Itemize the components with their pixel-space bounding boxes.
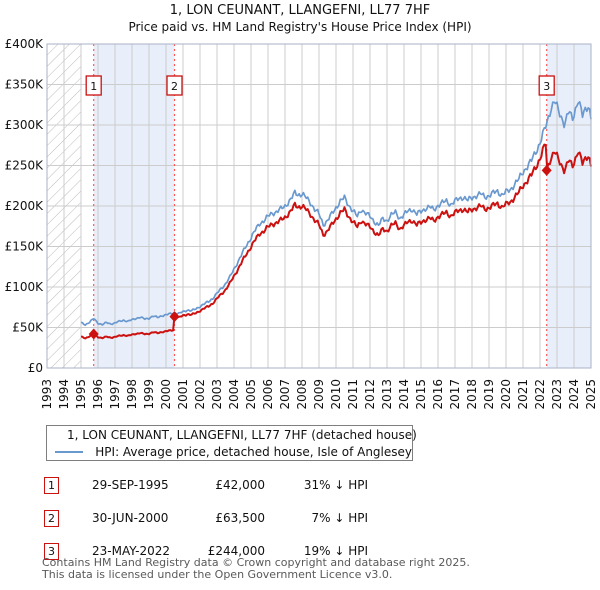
- svg-text:2016: 2016: [431, 379, 445, 410]
- sale-label-3: 3: [543, 80, 550, 93]
- plot-border: [46, 43, 592, 369]
- svg-text:2023: 2023: [550, 379, 564, 410]
- sale-price: £42,000: [215, 478, 265, 492]
- legend-label: HPI: Average price, detached house, Isle…: [95, 444, 412, 459]
- svg-text:2003: 2003: [210, 379, 224, 410]
- sale-point-3: [541, 164, 552, 176]
- sale-price: £244,000: [207, 544, 265, 558]
- sale-date: 23-MAY-2022: [92, 544, 171, 558]
- sale-date: 30-JUN-2000: [92, 511, 169, 525]
- licence-footer: Contains HM Land Registry data © Crown c…: [42, 557, 582, 581]
- svg-text:2005: 2005: [244, 379, 258, 410]
- svg-text:2010: 2010: [329, 379, 343, 410]
- svg-text:2000: 2000: [159, 379, 173, 410]
- sale-label-2: 2: [171, 80, 178, 93]
- sale-label-box-1: [85, 75, 102, 96]
- sale-vs-hpi: 19% ↓ HPI: [303, 544, 368, 558]
- legend-label: 1, LON CEUNANT, LLANGEFNI, LL77 7HF (det…: [67, 427, 417, 442]
- svg-text:2002: 2002: [193, 379, 207, 410]
- chart-legend: 1, LON CEUNANT, LLANGEFNI, LL77 7HF (det…: [46, 425, 417, 461]
- svg-text:2008: 2008: [295, 379, 309, 410]
- sale-number-badge: 1: [44, 477, 59, 494]
- svg-text:2018: 2018: [465, 379, 479, 410]
- svg-text:2012: 2012: [363, 379, 377, 410]
- svg-text:2020: 2020: [499, 379, 513, 410]
- hpi-line-swatch: [55, 450, 84, 453]
- svg-text:2011: 2011: [346, 379, 360, 410]
- footer-line-2: This data is licensed under the Open Gov…: [42, 568, 393, 581]
- sale-table-row: 1 29-SEP-1995 £42,000 31% ↓ HPI: [44, 477, 384, 494]
- svg-text:2017: 2017: [448, 379, 462, 410]
- x-axis-labels: 1993 1994 1995 1996 1997 1998 1999 2000 2001 2002…: [40, 379, 598, 410]
- svg-text:1995: 1995: [74, 379, 88, 410]
- svg-text:2004: 2004: [227, 379, 241, 410]
- sale-table-row: 2 30-JUN-2000 £63,500 7% ↓ HPI: [44, 510, 384, 527]
- sale-number-badge: 3: [44, 543, 59, 560]
- price-line: [80, 143, 592, 340]
- sale-markers: 1 2 3: [85, 75, 555, 340]
- svg-text:£150K: £150K: [5, 240, 45, 254]
- svg-text:2015: 2015: [414, 379, 428, 410]
- svg-text:£0: £0: [28, 361, 43, 375]
- sale-label-box-2: [166, 75, 183, 96]
- svg-text:2014: 2014: [397, 379, 411, 410]
- svg-text:2025: 2025: [584, 379, 598, 410]
- svg-text:2001: 2001: [176, 379, 190, 410]
- svg-text:2009: 2009: [312, 379, 326, 410]
- sale-vs-hpi: 7% ↓ HPI: [311, 511, 368, 525]
- svg-text:£300K: £300K: [5, 118, 45, 132]
- svg-text:1996: 1996: [91, 379, 105, 410]
- sale-point-1: [88, 328, 99, 340]
- svg-text:£400K: £400K: [5, 37, 45, 51]
- svg-text:£100K: £100K: [5, 280, 45, 294]
- svg-text:£350K: £350K: [5, 78, 45, 92]
- y-axis-labels: £0 £50K £100K £150K £200K £250K £300K £350K £400…: [5, 37, 45, 375]
- svg-text:1997: 1997: [108, 379, 122, 410]
- price-history-chart: 1 2 3£0£50K£100K£150K£200K£250K£300K£350K£…: [5, 37, 598, 410]
- svg-text:1998: 1998: [125, 379, 139, 410]
- sale-label-1: 1: [90, 80, 97, 93]
- svg-text:2024: 2024: [567, 379, 581, 410]
- sale-label-box-3: [538, 75, 555, 96]
- sale-date: 29-SEP-1995: [92, 478, 169, 492]
- footer-line-1: Contains HM Land Registry data © Crown c…: [42, 556, 470, 569]
- chart-title: 1, LON CEUNANT, LLANGEFNI, LL77 7HF: [169, 3, 431, 18]
- svg-text:2007: 2007: [278, 379, 292, 410]
- sale-table-row: 3 23-MAY-2022 £244,000 19% ↓ HPI: [44, 543, 384, 560]
- sale-vs-hpi: 31% ↓ HPI: [303, 478, 368, 492]
- legend-entry-hpi: HPI: Average price, detached house, Isle…: [55, 444, 412, 460]
- svg-text:1999: 1999: [142, 379, 156, 410]
- hpi-line: [80, 101, 592, 327]
- legend-entry-price: 1, LON CEUNANT, LLANGEFNI, LL77 7HF (det…: [55, 427, 417, 443]
- svg-text:£250K: £250K: [5, 159, 45, 173]
- svg-text:2019: 2019: [482, 379, 496, 410]
- svg-text:2021: 2021: [516, 379, 530, 410]
- svg-text:£200K: £200K: [5, 199, 45, 213]
- svg-text:2013: 2013: [380, 379, 394, 410]
- svg-text:2022: 2022: [533, 379, 547, 410]
- sale-point-2: [169, 311, 180, 323]
- svg-text:1994: 1994: [57, 379, 71, 410]
- sale-price: £63,500: [215, 511, 265, 525]
- sale-number-badge: 2: [44, 510, 59, 527]
- svg-text:1993: 1993: [40, 379, 54, 410]
- svg-text:2006: 2006: [261, 379, 275, 410]
- chart-subtitle: Price paid vs. HM Land Registry's House …: [128, 20, 472, 34]
- svg-text:£50K: £50K: [12, 321, 44, 335]
